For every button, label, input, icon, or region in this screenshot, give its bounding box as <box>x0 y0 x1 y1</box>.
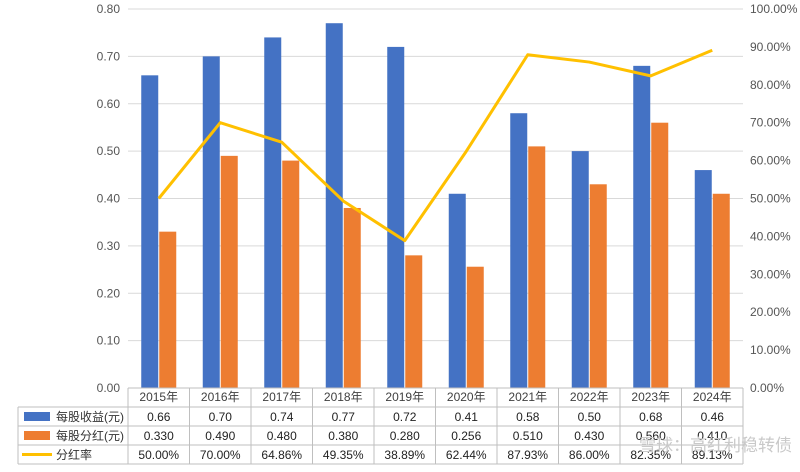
dividend-bar <box>528 146 546 388</box>
table-cell: 0.430 <box>574 429 604 443</box>
category-label: 2024年 <box>693 390 732 404</box>
y-right-tick-label: 10.00% <box>750 343 791 357</box>
category-label: 2023年 <box>631 390 670 404</box>
eps-bar <box>448 193 466 388</box>
y-left-tick-label: 0.30 <box>97 239 121 253</box>
table-cell: 87.93% <box>507 448 548 462</box>
y-right-tick-label: 50.00% <box>750 192 791 206</box>
table-cell: 49.35% <box>323 448 364 462</box>
table-cell: 64.86% <box>261 448 302 462</box>
table-cell: 0.50 <box>578 410 602 424</box>
category-label: 2021年 <box>508 390 547 404</box>
y-right-tick-label: 70.00% <box>750 116 791 130</box>
table-cell: 50.00% <box>138 448 179 462</box>
eps-bar <box>141 75 159 388</box>
table-cell: 0.72 <box>393 410 417 424</box>
table-cell: 0.380 <box>328 429 358 443</box>
dividend-bar <box>220 155 238 388</box>
y-right-tick-label: 20.00% <box>750 305 791 319</box>
dividend-ratio-polyline <box>157 48 713 243</box>
y-axis-right: 0.00% 10.00% 20.00% 30.00% 40.00% 50.00% 60.00… <box>750 2 798 395</box>
table-cell: 0.490 <box>205 429 235 443</box>
dividend-bar <box>159 231 177 388</box>
y-right-tick-label: 90.00% <box>750 40 791 54</box>
dividend-bar <box>589 184 607 388</box>
table-cell: 0.46 <box>701 410 725 424</box>
legend-swatch <box>24 431 50 440</box>
y-left-tick-label: 0.80 <box>97 2 121 16</box>
data-table: 2015年 2016年 2017年 2018年 2019年 2020年 2021年 2022年… <box>17 387 744 465</box>
y-left-tick-label: 0.40 <box>97 192 121 206</box>
table-cell: 0.77 <box>332 410 356 424</box>
table-cell: 0.256 <box>451 429 481 443</box>
eps-bar <box>387 46 405 389</box>
table-cell: 0.330 <box>144 429 174 443</box>
y-right-tick-label: 40.00% <box>750 229 791 243</box>
dividend-bar <box>466 266 484 388</box>
table-cell: 0.74 <box>270 410 294 424</box>
y-left-tick-label: 0.00 <box>97 381 121 395</box>
table-cell: 89.13% <box>692 448 733 462</box>
y-left-tick-label: 0.10 <box>97 334 121 348</box>
category-label: 2015年 <box>139 390 178 404</box>
category-label: 2022年 <box>570 390 609 404</box>
y-left-tick-label: 0.50 <box>97 144 121 158</box>
dividend-bar <box>651 122 669 388</box>
table-cell: 0.410 <box>697 429 727 443</box>
category-label: 2020年 <box>447 390 486 404</box>
table-cell: 0.560 <box>636 429 666 443</box>
eps-bar <box>264 37 282 389</box>
eps-bar <box>202 56 220 388</box>
table-cell: 0.280 <box>390 429 420 443</box>
eps-bar <box>325 23 343 389</box>
legend-swatch <box>24 412 50 421</box>
y-right-tick-label: 100.00% <box>750 2 798 16</box>
dividend-ratio-line <box>157 48 713 243</box>
category-label: 2019年 <box>385 390 424 404</box>
y-right-tick-label: 0.00% <box>750 381 784 395</box>
y-right-tick-label: 30.00% <box>750 267 791 281</box>
y-right-tick-label: 80.00% <box>750 78 791 92</box>
dividend-bar <box>282 160 300 388</box>
eps-bar <box>694 170 712 388</box>
table-cell: 86.00% <box>569 448 610 462</box>
table-cell: 82.35% <box>630 448 671 462</box>
y-axis-left: 0.00 0.10 0.20 0.30 0.40 0.50 0.60 0.70 0.80 <box>97 2 121 395</box>
table-cell: 0.70 <box>209 410 233 424</box>
legend-label: 每股收益(元) <box>56 409 124 424</box>
eps-bar <box>510 113 528 388</box>
category-label: 2018年 <box>324 390 363 404</box>
dividend-bar <box>712 193 730 388</box>
dividend-bar <box>343 207 361 388</box>
y-right-tick-label: 60.00% <box>750 154 791 168</box>
table-cell: 0.480 <box>267 429 297 443</box>
table-cell: 38.89% <box>384 448 425 462</box>
table-cell: 0.510 <box>513 429 543 443</box>
table-cell: 0.68 <box>639 410 663 424</box>
table-cell: 0.66 <box>147 410 171 424</box>
table-cell: 0.58 <box>516 410 540 424</box>
eps-bar <box>633 65 651 388</box>
category-label: 2016年 <box>201 390 240 404</box>
eps-bar <box>571 151 589 388</box>
bars <box>141 23 730 389</box>
table-cell: 62.44% <box>446 448 487 462</box>
legend-label: 每股分红(元) <box>56 428 124 443</box>
y-left-tick-label: 0.20 <box>97 286 121 300</box>
table-cell: 70.00% <box>200 448 241 462</box>
table-cell: 0.41 <box>455 410 479 424</box>
category-label: 2017年 <box>262 390 301 404</box>
watermark: 雪球：高红利稳转债 <box>639 436 792 456</box>
y-left-tick-label: 0.60 <box>97 97 121 111</box>
dividend-bar <box>405 255 423 388</box>
y-left-tick-label: 0.70 <box>97 49 121 63</box>
legend-label: 分红率 <box>56 447 92 462</box>
